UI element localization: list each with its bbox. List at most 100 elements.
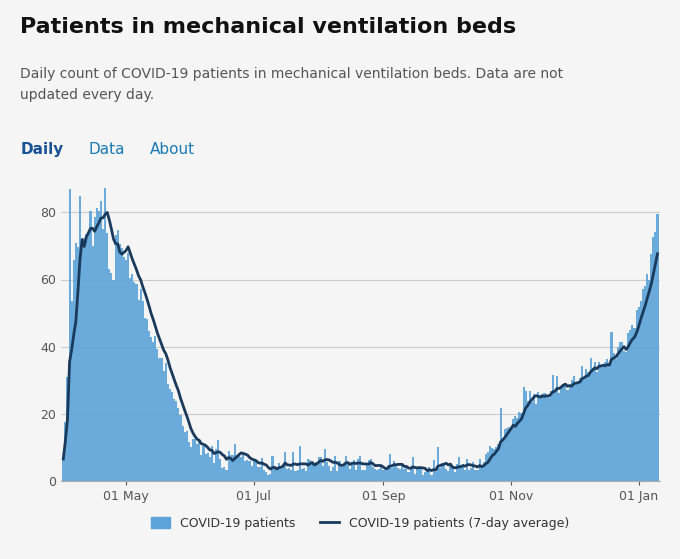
Text: Patients in mechanical ventilation beds: Patients in mechanical ventilation beds [20, 17, 517, 37]
Bar [267, 475, 269, 481]
Bar [234, 444, 236, 481]
Bar [579, 378, 581, 481]
Bar [190, 447, 192, 481]
Bar [617, 348, 619, 481]
Bar [473, 462, 475, 481]
Bar [475, 470, 477, 481]
Bar [355, 470, 357, 481]
Bar [87, 232, 90, 481]
Bar [602, 367, 604, 481]
Bar [108, 269, 110, 481]
Bar [163, 371, 165, 481]
Bar [238, 453, 240, 481]
Bar [173, 399, 175, 481]
Bar [213, 463, 215, 481]
Bar [592, 368, 594, 481]
Bar [261, 458, 263, 481]
Bar [640, 301, 642, 481]
Bar [495, 447, 498, 481]
Bar [411, 457, 413, 481]
Bar [506, 428, 508, 481]
Bar [609, 366, 611, 481]
Bar [464, 470, 466, 481]
Bar [458, 457, 460, 481]
Bar [250, 466, 253, 481]
Bar [158, 358, 160, 481]
Bar [560, 387, 562, 481]
Bar [221, 468, 223, 481]
Bar [598, 362, 600, 481]
Bar [211, 447, 213, 481]
Bar [201, 454, 203, 481]
Bar [378, 469, 380, 481]
Bar [407, 472, 409, 481]
Bar [217, 439, 219, 481]
Bar [265, 472, 267, 481]
Bar [420, 467, 422, 481]
Bar [615, 359, 617, 481]
Bar [292, 452, 294, 481]
Bar [73, 260, 75, 481]
Bar [485, 454, 487, 481]
Bar [199, 440, 201, 481]
Bar [520, 413, 522, 481]
Bar [94, 217, 96, 481]
Bar [65, 423, 67, 481]
Bar [106, 233, 108, 481]
Bar [148, 331, 150, 481]
Bar [301, 469, 303, 481]
Bar [114, 235, 117, 481]
Bar [282, 467, 284, 481]
Bar [131, 273, 133, 481]
Bar [652, 236, 654, 481]
Bar [102, 229, 104, 481]
Bar [422, 475, 424, 481]
Bar [556, 376, 558, 481]
Bar [644, 286, 646, 481]
Bar [141, 301, 144, 481]
Bar [85, 234, 87, 481]
Bar [121, 248, 123, 481]
Bar [230, 455, 232, 481]
Bar [384, 470, 386, 481]
Bar [588, 372, 590, 481]
Bar [196, 444, 199, 481]
Bar [514, 416, 516, 481]
Bar [596, 372, 598, 481]
Bar [77, 247, 79, 481]
Bar [477, 471, 479, 481]
Bar [462, 463, 464, 481]
Bar [493, 449, 495, 481]
Bar [182, 426, 184, 481]
Bar [502, 438, 504, 481]
Bar [347, 464, 349, 481]
Bar [296, 471, 299, 481]
Bar [370, 459, 372, 481]
Bar [577, 381, 579, 481]
Bar [529, 391, 531, 481]
Bar [389, 454, 391, 481]
Bar [405, 467, 407, 481]
Bar [558, 393, 560, 481]
Bar [119, 244, 121, 481]
Bar [654, 232, 656, 481]
Bar [380, 466, 382, 481]
Bar [510, 427, 512, 481]
Bar [123, 257, 125, 481]
Bar [533, 394, 535, 481]
Bar [353, 459, 355, 481]
Bar [430, 475, 432, 481]
Bar [604, 362, 607, 481]
Bar [611, 333, 613, 481]
Bar [362, 470, 364, 481]
Bar [129, 278, 131, 481]
Bar [437, 447, 439, 481]
Bar [518, 412, 520, 481]
Text: Data: Data [88, 141, 125, 157]
Bar [374, 470, 376, 481]
Bar [259, 467, 261, 481]
Bar [92, 246, 94, 481]
Bar [63, 459, 65, 481]
Bar [619, 342, 621, 481]
Bar [424, 472, 426, 481]
